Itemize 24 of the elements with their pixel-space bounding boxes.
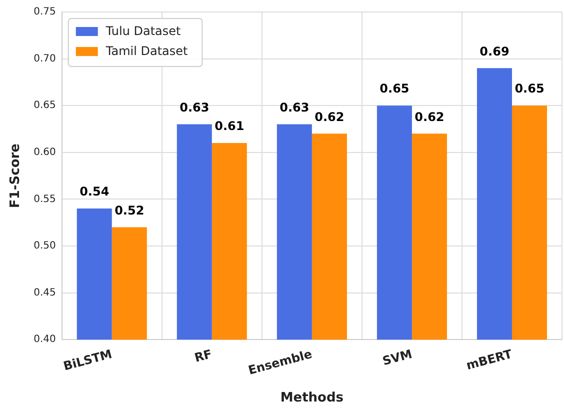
y-tick-label: 0.70 xyxy=(34,53,56,64)
y-axis-title: F1-Score xyxy=(8,143,24,208)
y-tick-label: 0.45 xyxy=(34,287,56,298)
y-tick-label: 0.60 xyxy=(34,146,56,158)
legend-label: Tamil Dataset xyxy=(104,44,188,58)
data-label: 0.65 xyxy=(514,82,544,96)
x-tick-label: RF xyxy=(193,346,214,365)
data-label: 0.62 xyxy=(414,110,444,124)
data-label: 0.61 xyxy=(214,119,244,134)
data-label: 0.69 xyxy=(480,44,510,58)
data-label: 0.63 xyxy=(180,100,210,114)
y-tick-label: 0.65 xyxy=(34,100,56,112)
y-tick-label: 0.40 xyxy=(34,334,56,346)
y-tick-label: 0.50 xyxy=(34,240,56,252)
y-tick-label: 0.75 xyxy=(34,6,56,18)
y-tick-label: 0.55 xyxy=(34,194,56,205)
x-tick-label: SVM xyxy=(381,346,414,368)
data-label: 0.65 xyxy=(380,82,410,96)
data-label: 0.63 xyxy=(280,100,310,114)
x-axis-title: Methods xyxy=(280,390,344,406)
data-label: 0.62 xyxy=(314,110,344,124)
data-label: 0.54 xyxy=(80,184,110,199)
data-label: 0.52 xyxy=(114,203,144,218)
legend-label: Tulu Dataset xyxy=(104,24,182,38)
